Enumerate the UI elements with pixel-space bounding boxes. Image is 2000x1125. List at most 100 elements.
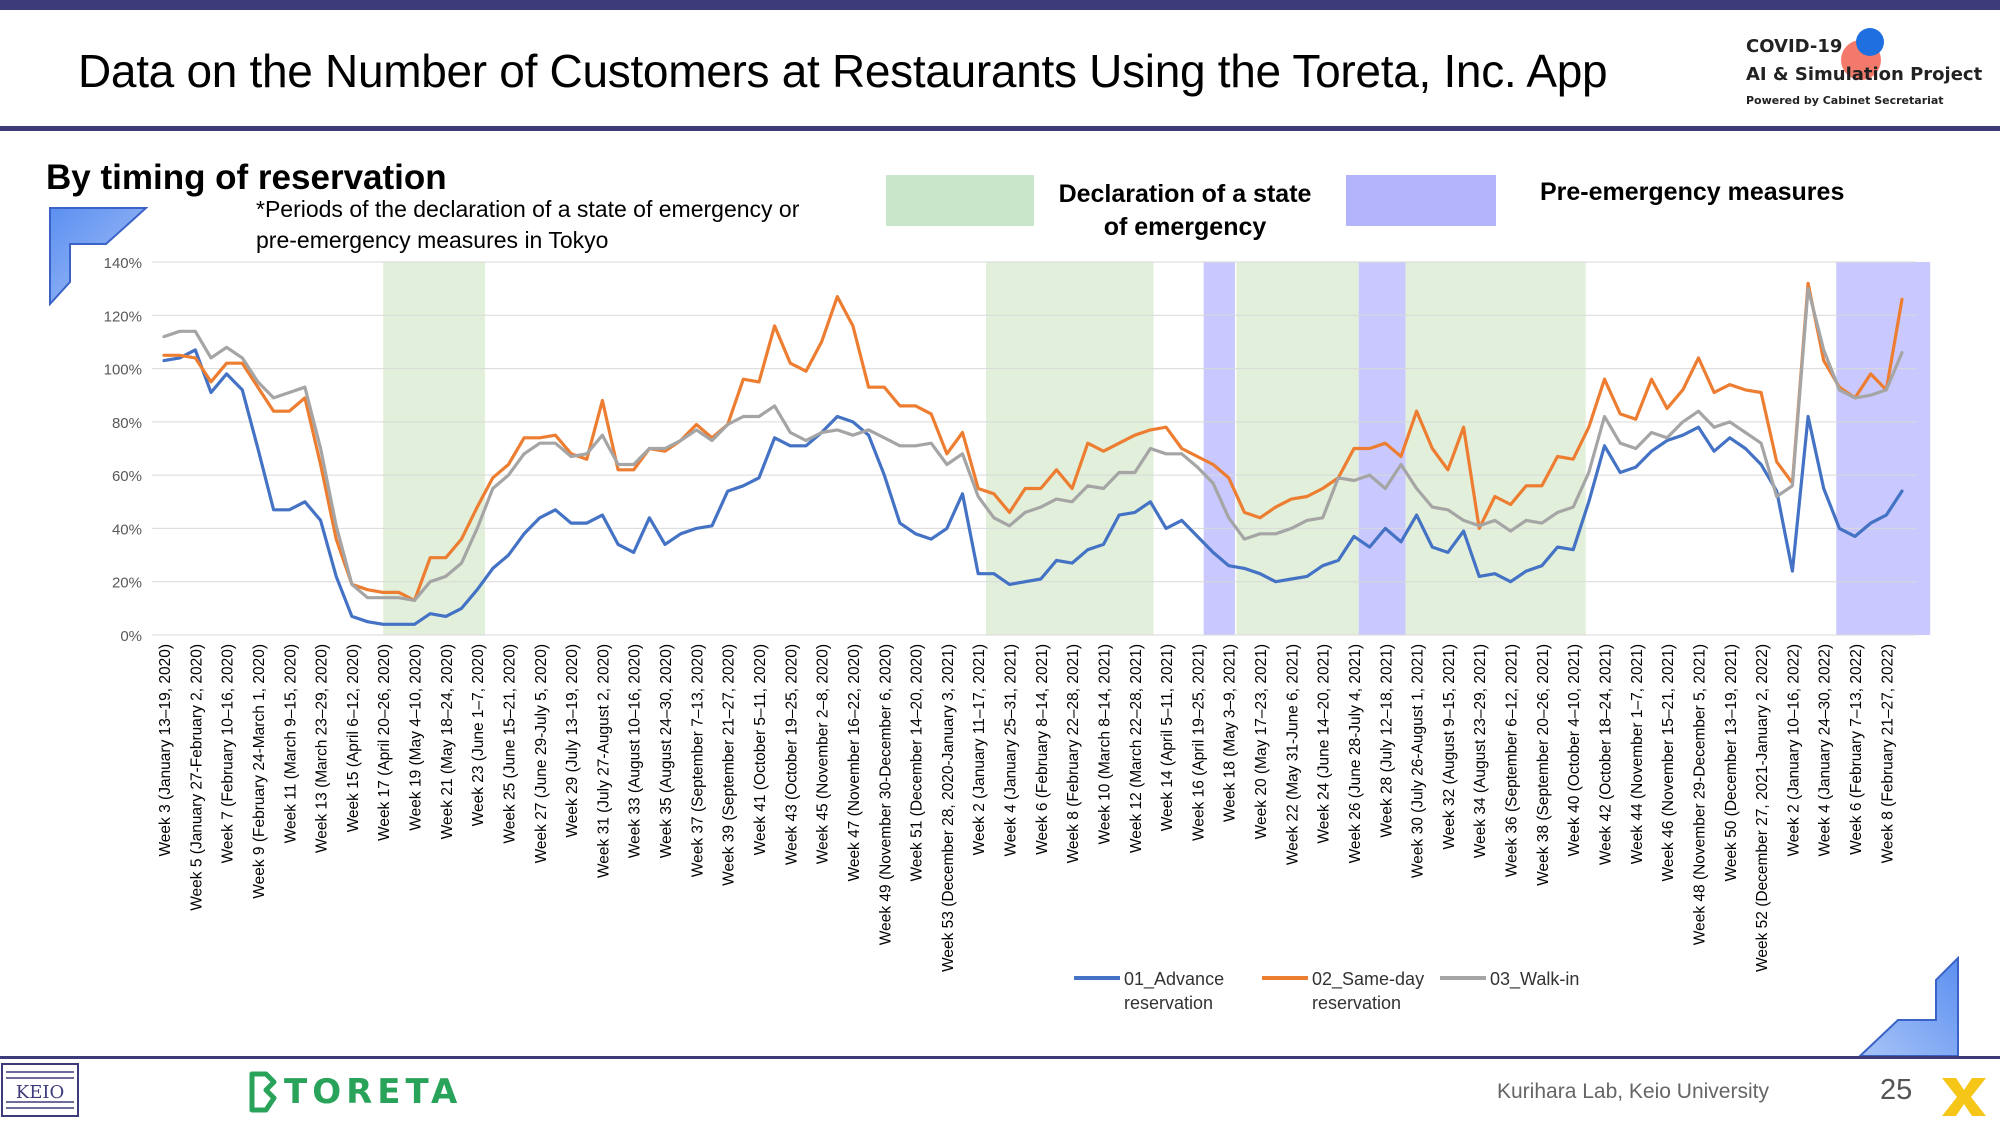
x-tick-label: Week 33 (August 10–16, 2020)	[627, 644, 644, 858]
x-tick-label: Week 8 (February 22–28, 2021)	[1065, 644, 1082, 863]
chart-note-line-1: *Periods of the declaration of a state o…	[256, 196, 800, 222]
x-tick-label: Week 32 (August 9–15, 2021)	[1441, 644, 1458, 850]
legend: 01_Advance reservation 02_Same-day reservat…	[1074, 969, 1579, 1013]
x-mark-icon	[1942, 1078, 1986, 1116]
x-tick-label: Week 3 (January 13–19, 2020)	[157, 644, 174, 857]
x-tick-label: Week 52 (December 27, 2021-January 2, 20…	[1754, 644, 1771, 972]
x-tick-label: Week 34 (August 23–29, 2021)	[1472, 644, 1489, 858]
x-tick-label: Week 7 (February 10–16, 2020)	[220, 644, 237, 863]
series-line-1	[162, 348, 1904, 626]
emergency-key-label-line-2: of emergency	[1103, 213, 1267, 241]
y-tick-label: 120%	[104, 308, 142, 325]
x-tick-label: Week 45 (November 2–8, 2020)	[815, 644, 832, 864]
y-tick-label: 20%	[112, 575, 142, 592]
x-tick-label: Week 49 (November 30-December 6, 2020)	[877, 644, 894, 945]
x-tick-label: Week 36 (September 6–12, 2021)	[1504, 644, 1521, 877]
x-tick-label: Week 41 (October 5–11, 2020)	[752, 644, 769, 855]
x-tick-label: Week 2 (January 11–17, 2021)	[971, 644, 988, 855]
pre-emergency-band-2	[1203, 262, 1235, 635]
x-tick-label: Week 46 (November 15–21, 2021)	[1660, 644, 1677, 882]
x-tick-label: Week 35 (August 24–30, 2020)	[658, 644, 675, 858]
x-tick-label: Week 10 (March 8–14, 2021)	[1097, 644, 1114, 844]
y-tick-label: 100%	[104, 362, 142, 379]
x-tick-label: Week 8 (February 21–27, 2022)	[1879, 644, 1896, 863]
x-tick-label: Week 50 (December 13–19, 2021)	[1723, 644, 1740, 882]
chart-subtitle: By timing of reservation	[46, 158, 447, 197]
x-tick-label: Week 5 (January 27-February 2, 2020)	[188, 644, 205, 911]
x-tick-label: Week 15 (April 6–12, 2020)	[345, 644, 362, 832]
emergency-key-swatch	[886, 175, 1034, 226]
series-line-3	[162, 287, 1904, 603]
footer-lab-credit: Kurihara Lab, Keio University	[1497, 1080, 1769, 1103]
x-tick-label: Week 28 (July 12–18, 2021)	[1378, 644, 1395, 838]
x-tick-label: Week 40 (October 4–10, 2021)	[1566, 644, 1583, 857]
x-tick-label: Week 17 (April 20–26, 2020)	[376, 644, 393, 841]
x-tick-label: Week 16 (April 19–25, 2021)	[1190, 644, 1207, 841]
x-tick-label: Week 39 (September 21–27, 2020)	[721, 644, 738, 886]
logo-line-1: COVID-19	[1746, 36, 1843, 57]
x-tick-label: Week 51 (December 14–20, 2020)	[909, 644, 926, 882]
y-tick-label: 40%	[112, 521, 142, 538]
y-tick-label: 80%	[112, 415, 142, 432]
logo-blue-circle	[1856, 28, 1884, 56]
pre-emergency-band-6	[1836, 262, 1931, 635]
period-bands	[383, 262, 1931, 635]
x-tick-label: Week 23 (June 1–7, 2020)	[470, 644, 487, 826]
x-tick-label: Week 48 (November 29-December 5, 2021)	[1692, 644, 1709, 945]
x-tick-label: Week 2 (January 10–16, 2022)	[1785, 644, 1802, 857]
x-tick-label: Week 12 (March 22–28, 2021)	[1128, 644, 1145, 853]
toreta-logo-icon	[249, 1071, 277, 1113]
covid-project-logo: COVID-19 AI & Simulation Project Powered…	[1746, 28, 1986, 116]
x-tick-label: Week 11 (March 9–15, 2020)	[282, 644, 299, 843]
x-tick-label: Week 9 (February 24-March 1, 2020)	[251, 644, 268, 899]
keio-mark-text: KEIO	[16, 1082, 64, 1103]
x-tick-label: Week 13 (March 23–29, 2020)	[314, 644, 331, 853]
x-tick-label: Week 37 (September 7–13, 2020)	[689, 644, 706, 877]
emergency-band-0	[383, 262, 485, 635]
x-tick-label: Week 29 (July 13–19, 2020)	[564, 644, 581, 838]
footer-divider	[0, 1056, 2000, 1059]
x-tick-label: Week 6 (February 7–13, 2022)	[1848, 644, 1865, 855]
keio-emblem-icon: KEIO	[1, 1063, 79, 1117]
x-tick-label: Week 25 (June 15–21, 2020)	[502, 644, 519, 844]
x-tick-label: Week 19 (May 4–10, 2020)	[408, 644, 425, 831]
x-tick-label: Week 53 (December 28, 2020-January 3, 20…	[940, 644, 957, 972]
x-tick-label: Week 31 (July 27-August 2, 2020)	[595, 644, 612, 878]
x-tick-label: Week 20 (May 17–23, 2021)	[1253, 644, 1270, 839]
x-tick-label: Week 26 (June 28-July 4, 2021)	[1347, 644, 1364, 863]
x-tick-label: Week 24 (June 14–20, 2021)	[1316, 644, 1333, 844]
x-tick-label: Week 22 (May 31-June 6, 2021)	[1284, 644, 1301, 865]
header-divider	[0, 126, 2000, 131]
emergency-key-label: Declaration of a state of emergency	[1040, 178, 1330, 244]
corner-decoration-top-left	[49, 207, 148, 306]
x-tick-label: Week 18 (May 3–9, 2021)	[1222, 644, 1239, 822]
x-tick-label: Week 47 (November 16–22, 2020)	[846, 644, 863, 882]
x-tick-label: Week 42 (October 18–24, 2021)	[1598, 644, 1615, 865]
toreta-brand-name: TORETA	[284, 1072, 463, 1112]
legend-label-3: 03_Walk-in	[1490, 969, 1579, 990]
x-tick-label: Week 43 (October 19–25, 2020)	[783, 644, 800, 865]
x-tick-label: Week 44 (November 1–7, 2021)	[1629, 644, 1646, 864]
x-tick-label: Week 4 (January 24–30, 2022)	[1817, 644, 1834, 857]
x-axis-tick-labels: Week 3 (January 13–19, 2020) Week 5 (Janu…	[157, 644, 1896, 972]
x-tick-label: Week 6 (February 8–14, 2021)	[1034, 644, 1051, 855]
y-axis-tick-labels: 0% 20% 40% 60% 80% 100% 120% 140%	[104, 255, 142, 645]
logo-line-2: AI & Simulation Project	[1746, 64, 1983, 85]
y-tick-label: 0%	[120, 628, 142, 645]
page-title: Data on the Number of Customers at Resta…	[78, 45, 1608, 97]
series-line-2	[162, 281, 1904, 603]
corner-decoration-bottom-right	[1858, 956, 1959, 1057]
legend-label-2: 02_Same-day reservation	[1312, 969, 1424, 1013]
emergency-key-label-line-1: Declaration of a state	[1058, 180, 1312, 208]
x-tick-label: Week 4 (January 25–31, 2021)	[1003, 644, 1020, 857]
x-tick-label: Week 21 (May 18–24, 2020)	[439, 644, 456, 839]
series-lines	[162, 281, 1904, 626]
page-number: 25	[1880, 1074, 1913, 1106]
chart-note: *Periods of the declaration of a state o…	[256, 194, 799, 256]
chart-note-line-2: pre-emergency measures in Tokyo	[256, 227, 609, 253]
y-tick-label: 140%	[104, 255, 142, 272]
x-tick-label: Week 38 (September 20–26, 2021)	[1535, 644, 1552, 886]
logo-line-3: Powered by Cabinet Secretariat	[1746, 94, 1944, 107]
legend-label-1: 01_Advance reservation	[1124, 969, 1224, 1013]
x-tick-label: Week 30 (July 26-August 1, 2021)	[1410, 644, 1427, 878]
